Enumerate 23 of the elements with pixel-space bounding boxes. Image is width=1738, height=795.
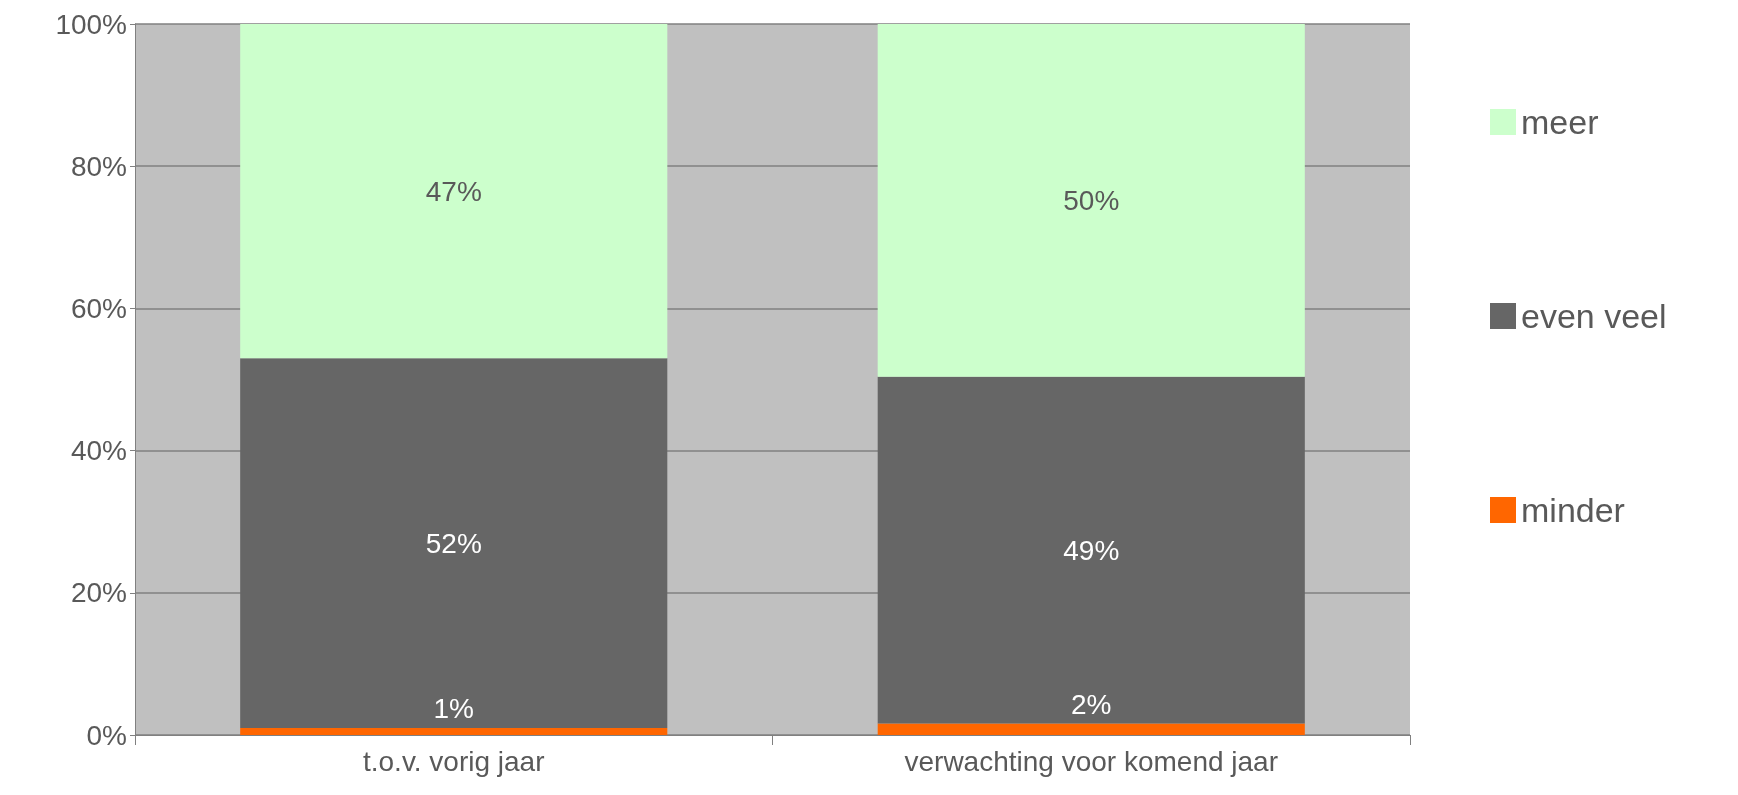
bar <box>240 358 668 728</box>
y-tick-label: 60% <box>70 292 127 324</box>
data-label: 47% <box>425 175 482 207</box>
bar <box>877 376 1305 724</box>
y-tick-label: 100% <box>55 8 127 40</box>
legend-label: meer <box>1521 103 1599 141</box>
legend-label: even veel <box>1521 297 1667 335</box>
x-tick-label: t.o.v. vorig jaar <box>362 745 545 777</box>
legend-label: minder <box>1521 491 1625 529</box>
y-tick-label: 40% <box>70 435 127 467</box>
y-tick-label: 0% <box>86 719 127 751</box>
x-tick-label: verwachting voor komend jaar <box>904 745 1279 777</box>
data-label: 52% <box>425 527 482 559</box>
data-label: 49% <box>1063 534 1120 566</box>
y-tick-label: 80% <box>70 150 127 182</box>
data-label: 50% <box>1063 184 1120 216</box>
bar <box>240 727 668 735</box>
bar <box>877 723 1305 735</box>
data-label: 2% <box>1071 689 1112 721</box>
bar <box>877 24 1305 377</box>
y-tick-label: 20% <box>70 577 127 609</box>
bar <box>240 24 668 359</box>
data-label: 1% <box>433 693 474 725</box>
